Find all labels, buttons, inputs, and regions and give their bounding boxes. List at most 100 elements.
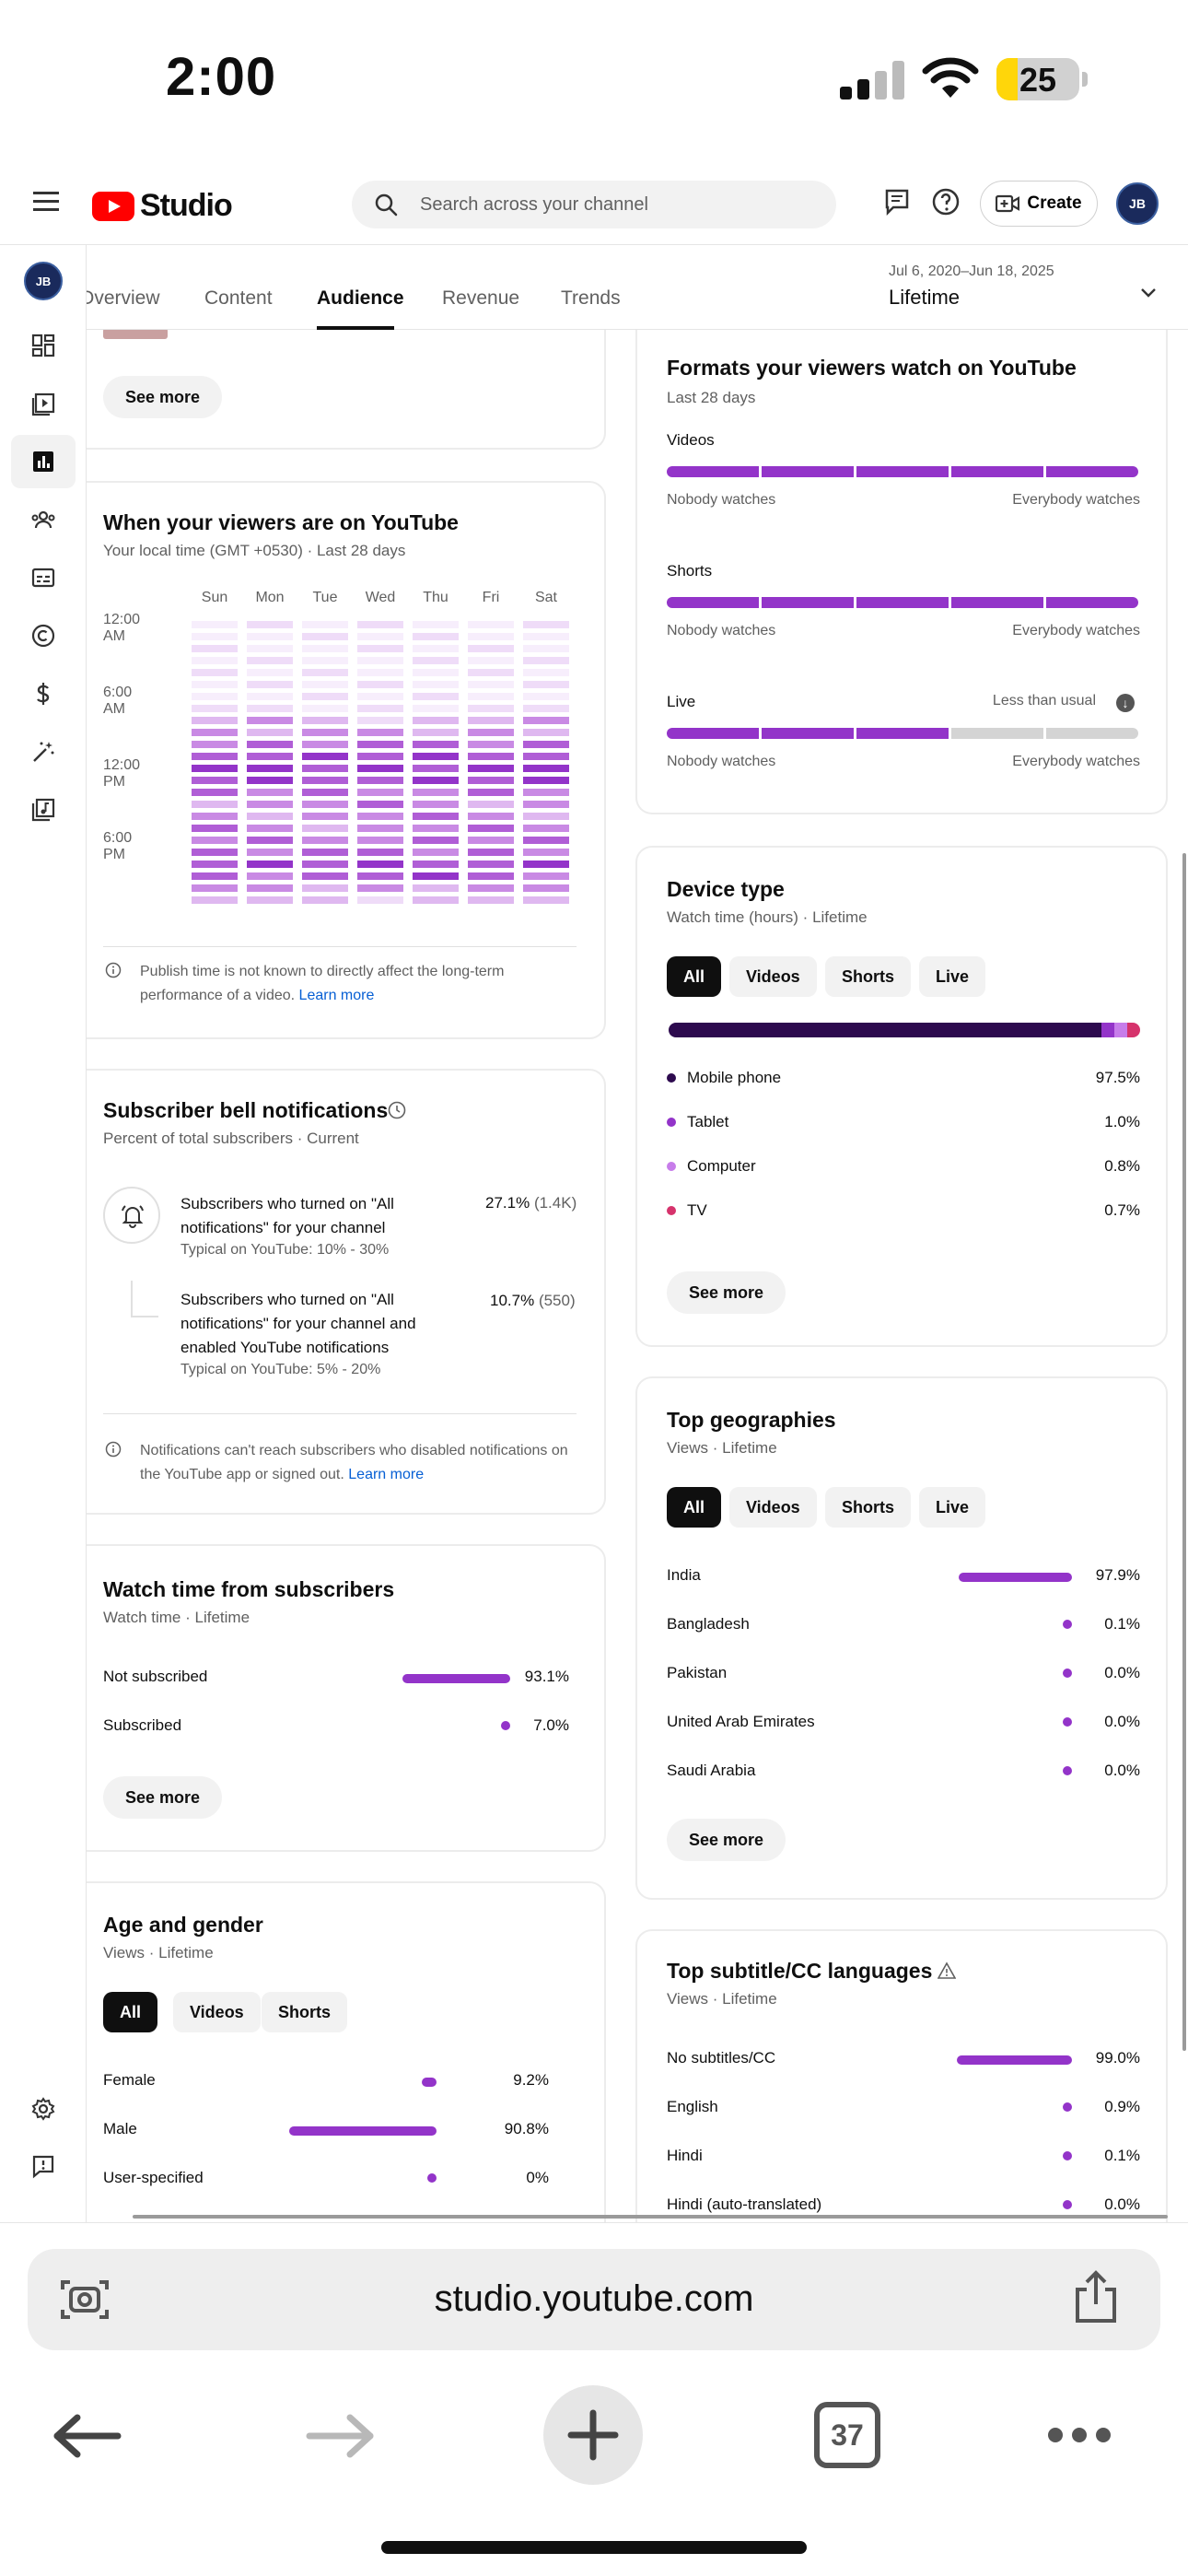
heatmap-cell [247, 884, 293, 892]
date-range-label[interactable]: Lifetime [889, 286, 961, 309]
send-feedback-icon[interactable] [11, 2139, 76, 2193]
search-bar[interactable] [352, 181, 836, 228]
account-avatar[interactable]: JB [1116, 182, 1159, 225]
learn-more-link[interactable]: Learn more [298, 988, 375, 1003]
heatmap-cell [247, 825, 293, 832]
channel-avatar[interactable]: JB [24, 262, 63, 300]
gender-row-label: Female [103, 2071, 156, 2089]
settings-gear-icon[interactable] [11, 2082, 76, 2136]
heatmap-cell [247, 801, 293, 808]
heatmap-cell [247, 669, 293, 676]
tab-overview[interactable]: Overview [79, 287, 160, 309]
filter-chip-videos[interactable]: Videos [729, 1487, 817, 1528]
back-arrow-icon[interactable] [52, 2413, 122, 2459]
heatmap-cell [247, 753, 293, 760]
help-icon[interactable] [930, 186, 961, 217]
earn-dollar-icon[interactable] [11, 667, 76, 720]
tab-trends[interactable]: Trends [561, 287, 621, 309]
see-more-button[interactable]: See more [667, 1271, 786, 1314]
see-more-button[interactable]: See more [103, 1776, 223, 1819]
filter-chip-shorts[interactable]: Shorts [825, 956, 912, 997]
tab-revenue[interactable]: Revenue [442, 287, 520, 309]
filter-chip-all[interactable]: All [667, 956, 722, 997]
heatmap-cell [468, 884, 514, 892]
format-bar-segment [856, 728, 949, 739]
tab-switcher-button[interactable]: 37 [814, 2402, 880, 2468]
heatmap-cell [192, 681, 238, 688]
device-bar-segment [1114, 1023, 1127, 1037]
horizontal-scrollbar[interactable] [133, 2215, 1168, 2219]
device-type-card: Device type Watch time (hours) · Lifetim… [635, 846, 1168, 1347]
filter-chip-all[interactable]: All [667, 1487, 722, 1528]
address-bar[interactable]: studio.youtube.com [28, 2249, 1160, 2350]
feedback-message-icon[interactable] [881, 186, 913, 217]
see-more-button[interactable]: See more [667, 1819, 786, 1861]
subtitles-icon[interactable] [11, 551, 76, 604]
heatmap-cell [357, 657, 403, 664]
customization-wand-icon[interactable] [11, 725, 76, 779]
learn-more-link[interactable]: Learn more [348, 1467, 425, 1482]
analytics-tab-bar: Overview Content Audience Revenue Trends… [79, 245, 1188, 330]
heatmap-cell [192, 693, 238, 700]
copyright-icon[interactable] [11, 609, 76, 662]
date-range-text[interactable]: Jul 6, 2020–Jun 18, 2025 [889, 263, 1054, 279]
dashboard-icon[interactable] [11, 319, 76, 372]
filter-chip-all[interactable]: All [103, 1992, 158, 2032]
heatmap-cell [468, 777, 514, 784]
new-tab-button[interactable] [543, 2385, 643, 2485]
filter-chip-videos[interactable]: Videos [729, 956, 817, 997]
heatmap-cell [247, 657, 293, 664]
heatmap-cell [192, 729, 238, 736]
see-more-button[interactable]: See more [103, 376, 223, 418]
heatmap-day-label: Fri [482, 590, 500, 605]
heatmap-cell [413, 669, 459, 676]
camera-lens-icon[interactable] [59, 2275, 111, 2324]
youtube-studio-logo[interactable]: Studio [92, 188, 233, 224]
chevron-down-icon[interactable] [1138, 282, 1159, 302]
vertical-scrollbar[interactable] [1182, 853, 1186, 2051]
heatmap-cell [468, 849, 514, 856]
heatmap-cell [302, 729, 348, 736]
filter-chip-live[interactable]: Live [919, 956, 986, 997]
card-subtitle: Last 28 days [667, 389, 756, 406]
filter-chip-videos[interactable]: Videos [173, 1992, 261, 2032]
subtitle-row-dot [1063, 2200, 1072, 2209]
format-bar-segment [1046, 597, 1138, 608]
community-icon[interactable] [11, 493, 76, 546]
filter-chip-shorts[interactable]: Shorts [825, 1487, 912, 1528]
card-title: Formats your viewers watch on YouTube [667, 356, 1077, 380]
card-subtitle: Watch time · Lifetime [103, 1609, 250, 1626]
bell-row1-typical: Typical on YouTube: 10% - 30% [181, 1242, 390, 1258]
video-thumbnail[interactable] [103, 328, 168, 339]
down-arrow-icon: ↓ [1116, 694, 1135, 712]
heatmap-cell [357, 896, 403, 904]
menu-icon[interactable] [33, 192, 59, 212]
status-time: 2:00 [166, 47, 277, 107]
search-input[interactable] [420, 181, 816, 228]
heatmap-cell [357, 753, 403, 760]
bell-row2-value: 10.7% (550) [490, 1292, 576, 1310]
format-bar-segment [762, 597, 854, 608]
create-button[interactable]: Create [980, 181, 1098, 227]
audio-library-icon[interactable] [11, 783, 76, 837]
filter-chip-live[interactable]: Live [919, 1487, 986, 1528]
tree-connector [131, 1281, 158, 1317]
content-icon[interactable] [11, 377, 76, 430]
analytics-icon[interactable] [11, 435, 76, 488]
filter-chip-shorts[interactable]: Shorts [262, 1992, 348, 2032]
tab-content[interactable]: Content [204, 287, 273, 309]
create-video-icon [996, 194, 1020, 213]
card-title: Top subtitle/CC languages [667, 1959, 933, 1983]
more-options-icon[interactable] [1046, 2426, 1112, 2444]
heatmap-cell [302, 777, 348, 784]
share-icon[interactable] [1070, 2269, 1122, 2326]
heatmap-day-label: Thu [423, 590, 448, 605]
tab-audience[interactable]: Audience [317, 287, 404, 309]
heatmap-cell [413, 693, 459, 700]
heatmap-cell [192, 813, 238, 820]
heatmap-cell [468, 801, 514, 808]
formats-card: Formats your viewers watch on YouTube La… [635, 313, 1168, 814]
heatmap-cell [413, 621, 459, 628]
forward-arrow-icon[interactable] [306, 2413, 376, 2459]
heatmap-cell [523, 741, 569, 748]
